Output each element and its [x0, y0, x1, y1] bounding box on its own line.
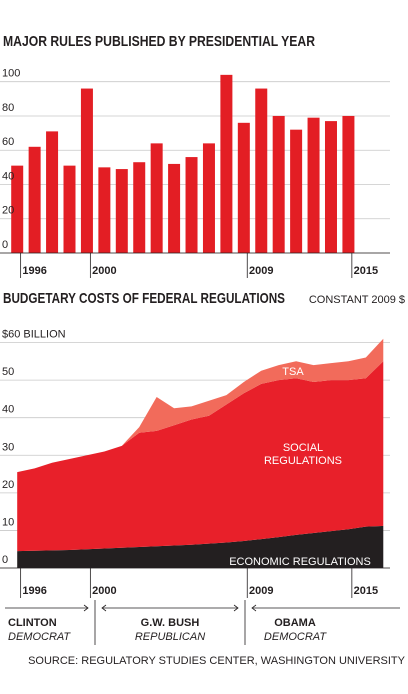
- bar: [168, 163, 181, 253]
- bar: [115, 169, 128, 253]
- y-tick-label: 40: [2, 170, 14, 182]
- area: [17, 525, 384, 568]
- series-label: TSA: [282, 366, 304, 378]
- bar: [342, 115, 355, 254]
- bar: [290, 129, 303, 253]
- bar: [324, 121, 337, 253]
- y-tick-label: 80: [2, 102, 14, 114]
- x-tick-label: 2000: [92, 585, 116, 597]
- x-tick-label: 2015: [354, 585, 378, 597]
- y-tick-label: 0: [2, 239, 8, 251]
- x-tick-label: 2009: [249, 265, 273, 277]
- x-tick-label: 2015: [354, 265, 378, 277]
- chart-subtitle: CONSTANT 2009 $: [309, 294, 405, 306]
- bar: [150, 143, 163, 253]
- president-party: DEMOCRAT: [8, 631, 71, 643]
- chart-title: MAJOR RULES PUBLISHED BY PRESIDENTIAL YE…: [3, 33, 315, 50]
- y-tick-label: 0: [2, 554, 8, 566]
- y-tick-label: 40: [2, 404, 14, 416]
- president-party: REPUBLICAN: [135, 631, 205, 643]
- bar: [28, 146, 41, 253]
- y-tick-label: 30: [2, 441, 14, 453]
- y-tick-label: 50: [2, 366, 14, 378]
- y-tick-label: $60 BILLION: [2, 329, 66, 341]
- bar: [98, 167, 111, 253]
- bar: [220, 74, 233, 253]
- source: SOURCE: REGULATORY STUDIES CENTER, WASHI…: [28, 655, 406, 667]
- president-name: CLINTON: [8, 617, 57, 629]
- x-tick-label: 1996: [22, 585, 46, 597]
- series-label: SOCIAL REGULATIONS: [263, 442, 343, 467]
- chart-title: BUDGETARY COSTS OF FEDERAL REGULATIONS: [3, 290, 285, 307]
- x-tick-label: 1996: [22, 265, 46, 277]
- bar: [237, 122, 250, 253]
- president-party: DEMOCRAT: [264, 631, 327, 643]
- y-tick-label: 20: [2, 479, 14, 491]
- bar: [133, 162, 146, 253]
- series-label: ECONOMIC REGULATIONS: [229, 556, 371, 568]
- y-tick-label: 20: [2, 205, 14, 217]
- x-tick-label: 2000: [92, 265, 116, 277]
- bar: [307, 117, 320, 253]
- area: [17, 338, 384, 473]
- bar: [46, 131, 59, 253]
- president-name: OBAMA: [274, 617, 316, 629]
- y-tick-label: 60: [2, 136, 14, 148]
- president-strip: [5, 600, 400, 645]
- bar: [255, 88, 268, 253]
- bar: [80, 88, 93, 253]
- president-name: G.W. BUSH: [141, 617, 200, 629]
- bar: [272, 115, 285, 254]
- bar: [63, 165, 76, 253]
- bar: [202, 143, 215, 253]
- x-tick-label: 2009: [249, 585, 273, 597]
- bar: [185, 157, 198, 253]
- y-tick-label: 10: [2, 516, 14, 528]
- area: [17, 361, 384, 552]
- bar: [11, 165, 24, 253]
- y-tick-label: 100: [2, 68, 20, 80]
